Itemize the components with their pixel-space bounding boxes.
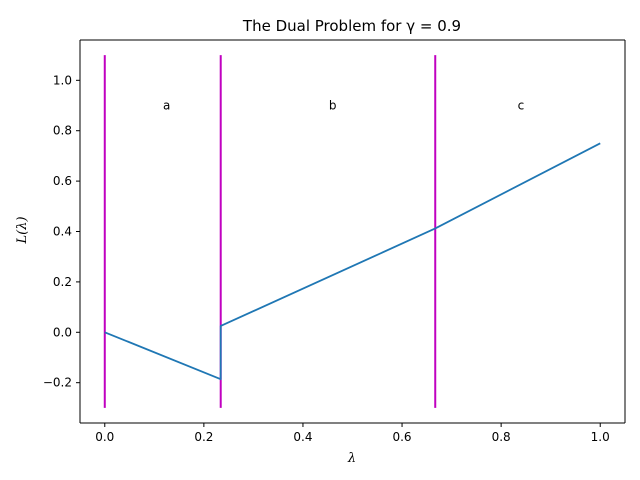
- y-tick-label: 0.2: [53, 275, 72, 289]
- series-layer: [104, 142, 601, 381]
- axes-background: [80, 40, 625, 423]
- chart-title: The Dual Problem for γ = 0.9: [242, 17, 461, 35]
- axes-frame: [79, 39, 626, 424]
- x-tick-label: 0.8: [492, 430, 511, 444]
- series-line-0: [104, 142, 601, 381]
- x-tick-label: 0.6: [392, 430, 411, 444]
- x-axis-ticks: 0.0 0.2 0.4 0.6 0.8 1.0: [95, 423, 610, 444]
- x-tick-label: 0.2: [194, 430, 213, 444]
- y-tick-label: −0.2: [43, 376, 72, 390]
- y-axis-label: L(λ): [15, 216, 30, 244]
- y-tick-label: 0.8: [53, 124, 72, 138]
- y-axis-ticks: −0.2 0.0 0.2 0.4 0.6 0.8 1.0: [43, 73, 80, 390]
- region-annotations: a b c: [163, 99, 524, 113]
- x-axis-label: λ: [347, 451, 356, 466]
- x-tick-label: 0.4: [293, 430, 312, 444]
- y-tick-label: 1.0: [53, 73, 72, 87]
- plot-area: [80, 40, 625, 423]
- y-tick-label: 0.6: [53, 174, 72, 188]
- y-tick-label: 0.4: [53, 225, 72, 239]
- y-tick-label: 0.0: [53, 325, 72, 339]
- region-label-c: c: [518, 99, 525, 113]
- region-label-a: a: [163, 99, 170, 113]
- x-tick-label: 0.0: [95, 430, 114, 444]
- x-tick-label: 1.0: [591, 430, 610, 444]
- region-label-b: b: [329, 99, 337, 113]
